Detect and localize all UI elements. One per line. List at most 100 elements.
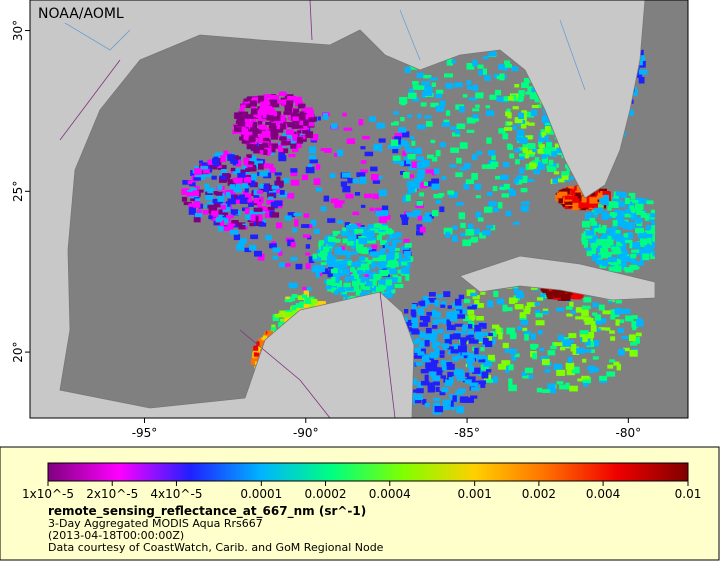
data-pixel: [468, 333, 474, 338]
data-pixel: [330, 256, 337, 262]
data-pixel: [512, 125, 517, 130]
data-pixel: [302, 130, 308, 134]
data-pixel: [381, 285, 390, 290]
data-pixel: [340, 246, 345, 253]
data-pixel: [509, 332, 517, 340]
data-pixel: [364, 151, 374, 157]
data-pixel: [250, 210, 258, 217]
data-pixel: [493, 290, 499, 298]
data-pixel: [592, 224, 599, 231]
borders: [59, 0, 396, 418]
data-pixel: [266, 107, 275, 115]
data-pixel: [516, 136, 522, 142]
data-pixel: [406, 319, 414, 326]
data-pixel: [436, 294, 444, 298]
data-pixel: [279, 91, 287, 96]
data-pixel: [233, 200, 240, 204]
data-pixel: [268, 196, 274, 203]
data-pixel: [257, 201, 262, 207]
data-pixel: [467, 86, 476, 90]
data-pixel: [534, 98, 540, 103]
data-pixel: [397, 252, 403, 260]
data-pixel: [447, 190, 455, 195]
data-pixel: [502, 74, 507, 79]
data-pixel: [474, 354, 483, 360]
data-pixel: [607, 235, 615, 241]
data-pixel: [559, 384, 567, 390]
data-pixel: [229, 184, 236, 190]
data-pixel: [456, 377, 466, 381]
data-pixel: [223, 150, 229, 156]
data-pixel: [449, 400, 454, 407]
data-pixel: [360, 146, 366, 150]
data-pixel: [506, 108, 511, 113]
data-pixel: [520, 123, 527, 129]
data-pixel: [550, 345, 557, 350]
data-pixel: [367, 259, 372, 265]
data-pixel: [608, 201, 618, 208]
data-pixel: [273, 200, 283, 207]
data-pixel: [330, 280, 339, 286]
data-pixel: [440, 375, 446, 379]
data-pixel: [367, 240, 376, 244]
data-pixel: [254, 160, 263, 167]
data-pixel: [181, 188, 189, 195]
data-pixel: [442, 365, 449, 371]
data-pixel: [276, 222, 283, 229]
data-pixel: [359, 256, 365, 261]
data-pixel: [269, 99, 278, 107]
data-pixel: [267, 330, 274, 337]
data-pixel: [211, 210, 219, 217]
data-pixel: [429, 77, 438, 81]
data-pixel: [295, 113, 302, 118]
data-pixel: [280, 318, 288, 322]
data-pixel: [632, 326, 637, 331]
data-pixel: [227, 154, 235, 161]
data-pixel: [640, 238, 648, 246]
data-pixel: [194, 213, 203, 218]
data-pixel: [355, 260, 360, 265]
data-pixel: [584, 321, 589, 325]
data-pixel: [403, 156, 411, 160]
data-pixel: [452, 225, 458, 230]
data-pixel: [245, 121, 253, 128]
data-pixel: [193, 201, 201, 208]
data-pixel: [194, 168, 202, 175]
data-pixel: [249, 222, 256, 227]
data-pixel: [293, 108, 300, 113]
data-pixel: [599, 375, 608, 381]
legend-date: (2013-04-18T00:00:00Z): [48, 529, 184, 542]
map-credit: NOAA/AOML: [38, 6, 124, 22]
data-pixel: [402, 248, 411, 254]
data-pixel: [285, 122, 293, 126]
data-pixel: [358, 121, 363, 126]
data-pixel: [344, 296, 351, 301]
data-pixel: [521, 201, 530, 205]
data-pixel: [442, 318, 447, 324]
data-pixel: [262, 137, 270, 142]
data-pixel: [616, 319, 625, 324]
data-pixel: [243, 157, 249, 165]
data-pixel: [615, 220, 625, 226]
data-pixel: [327, 248, 332, 253]
data-pixel: [604, 251, 612, 259]
data-pixel: [236, 196, 245, 200]
data-pixel: [195, 189, 204, 193]
data-pixel: [636, 262, 641, 266]
data-pixel: [225, 190, 234, 194]
data-pixel: [615, 298, 622, 304]
data-pixel: [522, 375, 529, 379]
data-pixel: [621, 335, 629, 340]
data-pixel: [629, 349, 638, 357]
data-pixel: [466, 289, 476, 297]
data-pixel: [313, 228, 320, 234]
data-pixel: [263, 103, 272, 111]
data-pixel: [612, 260, 622, 265]
data-pixel: [455, 390, 464, 396]
data-pixel: [193, 177, 201, 181]
data-pixel: [479, 232, 486, 239]
data-pixel: [369, 207, 374, 212]
data-pixel: [233, 188, 242, 193]
data-pixel: [322, 268, 329, 275]
data-pixel: [443, 227, 453, 235]
